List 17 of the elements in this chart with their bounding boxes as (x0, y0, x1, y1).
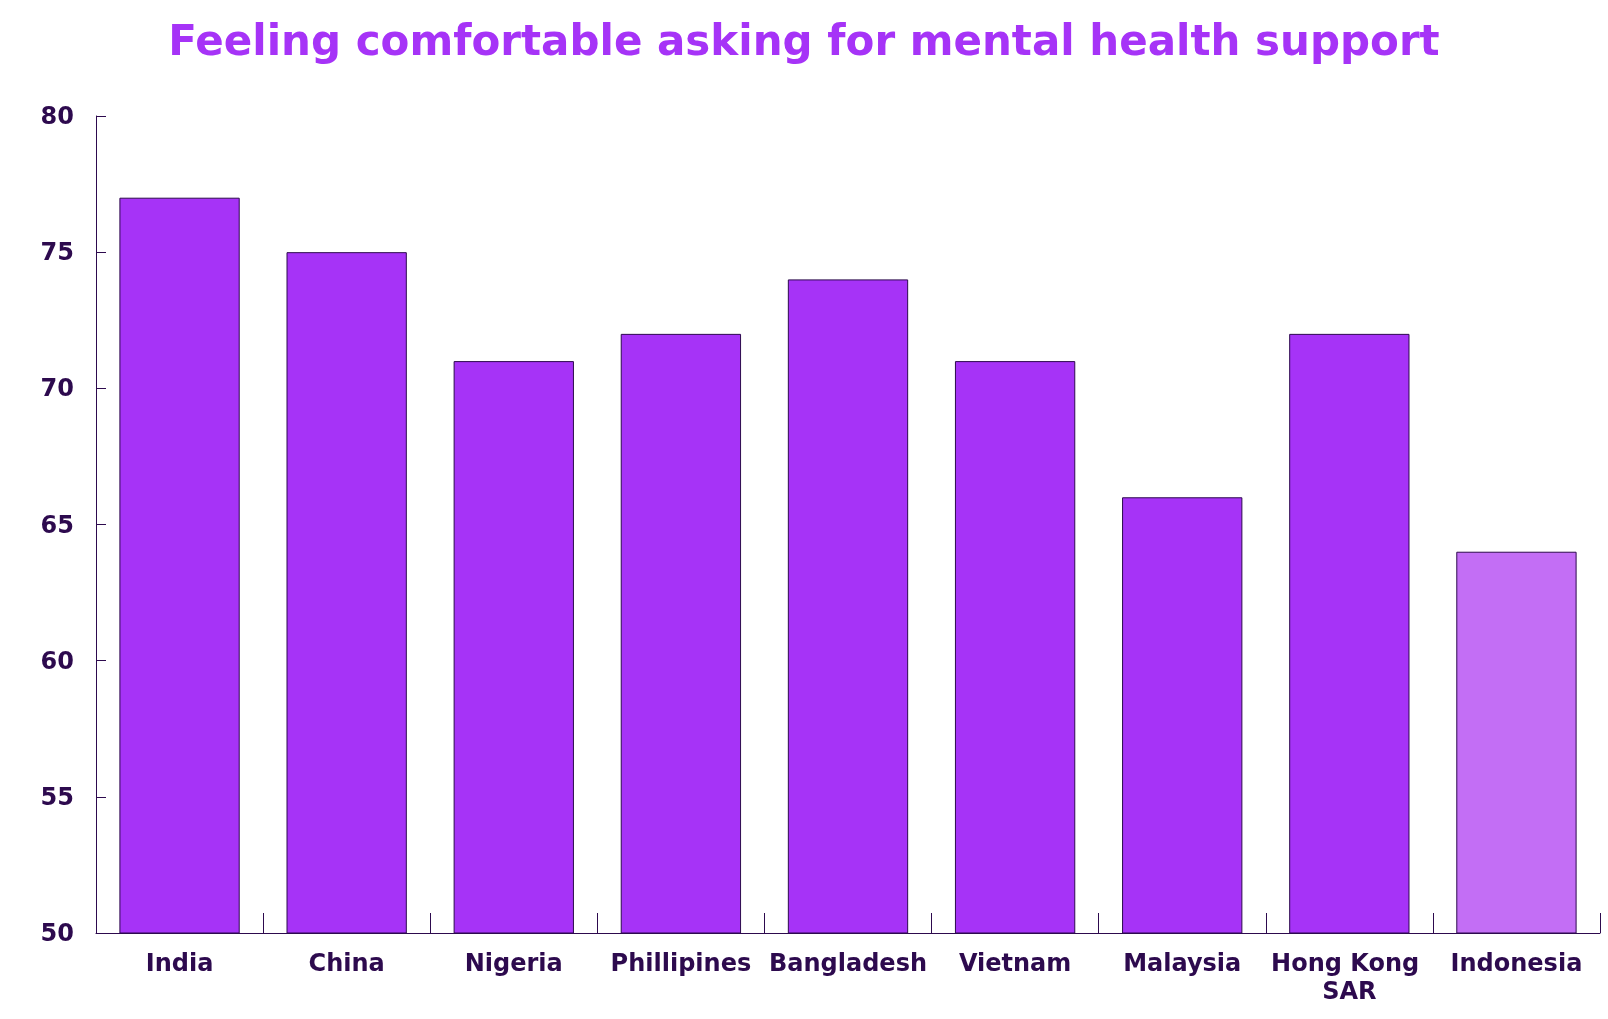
y-tick-label: 75 (40, 238, 74, 267)
x-tick-label: Indonesia (1450, 949, 1583, 977)
x-tick-label: Vietnam (958, 949, 1072, 977)
y-tick-label: 50 (40, 919, 74, 947)
y-tick-label: 60 (40, 646, 74, 675)
x-tick-label: China (308, 949, 385, 977)
y-tick-label: 80 (40, 102, 74, 130)
x-tick-label: Malaysia (1123, 949, 1242, 977)
x-tick-label: Hong Kong SAR (1271, 949, 1428, 1005)
x-tick-label: Phillipines (610, 949, 752, 977)
y-tick-label: 55 (40, 782, 74, 811)
chart-title: Feeling comfortable asking for mental health support (168, 15, 1440, 65)
x-tick-label: India (145, 949, 214, 977)
x-tick-label: Bangladesh (768, 949, 928, 977)
x-tick-label: Nigeria (464, 949, 563, 977)
y-tick-label: 70 (40, 374, 74, 403)
y-tick-label: 65 (40, 510, 74, 539)
